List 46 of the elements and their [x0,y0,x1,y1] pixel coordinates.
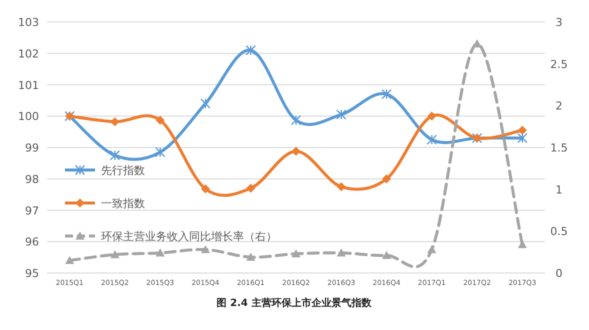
legend-label: 一致指数 [101,197,145,210]
point [427,112,436,121]
y2-tick-label: 2.5 [550,58,568,71]
y-tick-label: 96 [25,236,39,249]
y-tick-label: 103 [18,16,39,29]
point [292,146,300,156]
point [65,256,74,264]
point [200,245,210,254]
point [246,252,256,261]
point [382,250,392,260]
point [110,250,120,258]
point [290,115,302,126]
point [427,245,436,254]
y2-tick-label: 3 [556,16,562,29]
y-tick-label: 102 [18,47,39,60]
point [246,184,256,193]
y-tick-label: 101 [18,78,39,92]
point [156,116,165,125]
legend-label: 环保主营业务收入同比增长率（右） [101,230,277,243]
point [200,98,211,109]
y2-tick-label: 2 [556,100,562,113]
point [518,126,527,135]
y2-tick-label: 0 [556,267,562,280]
point [246,45,256,56]
y-tick-label: 98 [25,172,39,186]
y-tick-label: 95 [25,267,39,280]
text: 图 2.4 主营环保上市企业景气指数 [216,297,372,309]
point [336,248,346,257]
y2-tick-label: 1.5 [550,142,568,154]
point [382,174,392,184]
y2-tick-label: 0.5 [550,225,568,238]
point [156,248,165,257]
point [336,109,346,120]
point [381,89,392,100]
point [155,147,166,158]
y-tick-label: 97 [25,204,39,218]
point [110,150,120,160]
y-tick-label: 99 [25,142,39,154]
point [517,132,528,144]
point [292,249,300,258]
y2-tick-label: 1 [556,183,562,196]
y-tick-label: 100 [18,110,39,124]
point [426,134,437,145]
point [336,182,346,192]
point [200,184,210,194]
legend-label: 先行指数 [101,164,145,177]
